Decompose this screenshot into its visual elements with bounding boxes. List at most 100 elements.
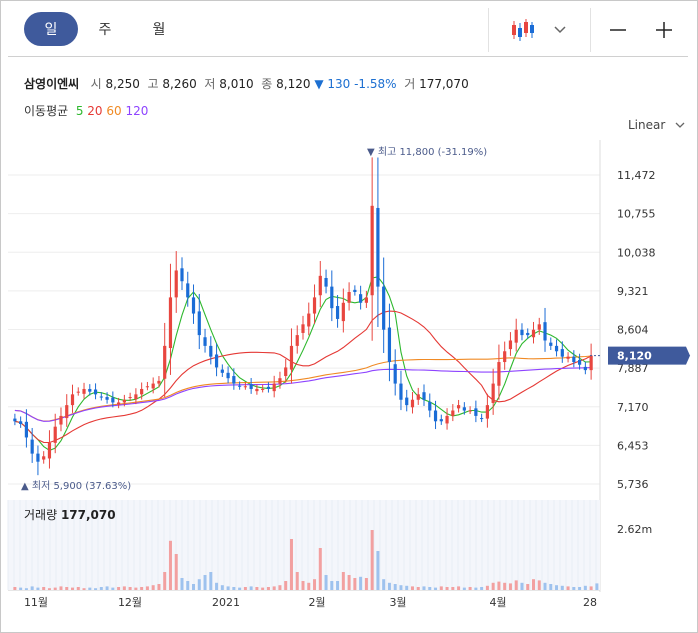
- plus-icon[interactable]: [646, 14, 682, 46]
- ma-120[interactable]: 120: [125, 104, 149, 118]
- volume-bar: [376, 551, 380, 590]
- ma-line-5: [14, 276, 592, 452]
- candle-body: [209, 345, 213, 357]
- candle-body: [220, 369, 224, 373]
- volume-bar: [30, 586, 34, 590]
- volume-bar: [313, 579, 317, 590]
- y-tick-label: 6,453: [617, 439, 649, 452]
- candle-body: [111, 397, 115, 403]
- candle-body: [520, 329, 524, 336]
- toolbar: 일 주 월: [8, 8, 688, 57]
- scale-selector[interactable]: Linear: [628, 118, 685, 132]
- ma-line-20: [14, 310, 592, 444]
- volume-bar: [434, 587, 438, 590]
- high-label: 고: [147, 77, 159, 91]
- volume-bar: [382, 579, 386, 590]
- candle-body: [572, 356, 576, 363]
- volume-value: 177,070: [419, 77, 469, 91]
- volume-bar: [243, 587, 247, 590]
- candle-body: [117, 402, 121, 405]
- stock-info: 삼영이엔씨 시 8,250 고 8,260 저 8,010 종 8,120 ▼ …: [24, 75, 469, 92]
- y-tick-label: 7,887: [617, 362, 649, 375]
- candle-body: [24, 421, 29, 438]
- candle-body: [272, 383, 276, 392]
- candle-body: [295, 335, 299, 346]
- candle-body: [249, 384, 253, 389]
- volume-bar: [76, 587, 80, 590]
- ma-5[interactable]: 5: [75, 104, 84, 118]
- y-tick-label: 5,736: [617, 478, 649, 491]
- volume-bar: [307, 582, 311, 590]
- candle-body: [232, 376, 236, 384]
- candle-body: [105, 397, 109, 400]
- candle-body: [76, 391, 80, 393]
- volume-bar: [422, 586, 426, 590]
- chevron-down-icon[interactable]: [542, 14, 578, 46]
- candle-body: [399, 383, 403, 400]
- volume-bar: [226, 586, 230, 590]
- volume-bar: [393, 584, 397, 590]
- volume-bar: [462, 587, 466, 590]
- y-tick-label: 8,604: [617, 324, 649, 337]
- volume-bar: [232, 587, 236, 590]
- ma-60[interactable]: 60: [106, 104, 122, 118]
- volume-bar: [537, 580, 541, 590]
- volume-bar: [47, 588, 51, 590]
- volume-bar: [439, 586, 443, 590]
- candle-body: [134, 394, 138, 400]
- volume-bar: [94, 588, 98, 590]
- volume-bar: [457, 586, 461, 590]
- ma-line-120: [14, 367, 592, 422]
- candle-body: [30, 439, 34, 454]
- volume-bar: [359, 576, 363, 590]
- volume-bar: [203, 575, 207, 590]
- candle-body: [284, 367, 288, 377]
- volume-bar: [324, 575, 328, 590]
- ma-20[interactable]: 20: [87, 104, 103, 118]
- candle-body: [491, 383, 495, 403]
- volume-bar: [145, 586, 149, 590]
- tab-week[interactable]: 주: [98, 22, 112, 38]
- volume-label: 거: [404, 77, 416, 91]
- candle-body: [318, 275, 322, 296]
- volume-bar: [572, 587, 576, 590]
- volume-bar: [370, 530, 374, 590]
- candle-body: [186, 283, 190, 298]
- volume-bar: [399, 585, 403, 590]
- candle-body: [36, 453, 40, 462]
- candle-body: [312, 297, 317, 314]
- candle-body: [140, 388, 144, 395]
- volume-bar: [13, 587, 17, 590]
- candle-body: [393, 364, 397, 384]
- volume-bar: [255, 587, 259, 590]
- volume-bar: [508, 583, 512, 590]
- volume-bar: [445, 587, 449, 590]
- volume-bar: [284, 581, 288, 590]
- volume-bar: [503, 582, 507, 590]
- volume-bar: [526, 584, 530, 590]
- candle-body: [480, 418, 484, 420]
- open-label: 시: [90, 77, 102, 91]
- candle-body: [497, 362, 501, 386]
- tab-month[interactable]: 월: [152, 22, 166, 38]
- change-value: ▼ 130 -1.58%: [314, 77, 397, 91]
- candle-body: [543, 322, 547, 341]
- candle-body: [255, 388, 259, 392]
- volume-bar: [514, 580, 518, 590]
- candle-body: [191, 297, 196, 314]
- stock-name: 삼영이엔씨: [24, 77, 80, 91]
- candle-body: [560, 349, 564, 357]
- candle-body: [462, 407, 466, 411]
- candle-body: [416, 394, 420, 400]
- minus-icon[interactable]: [600, 14, 636, 46]
- volume-bar: [278, 585, 282, 590]
- volume-bar: [215, 582, 219, 590]
- volume-axis-label: 2.62m: [617, 523, 652, 536]
- tab-day[interactable]: 일: [24, 12, 78, 46]
- candlestick-icon[interactable]: [504, 14, 540, 46]
- low-value: 8,010: [219, 77, 254, 91]
- scale-label: Linear: [628, 118, 666, 132]
- candle-body: [410, 399, 415, 408]
- candle-body: [243, 386, 247, 388]
